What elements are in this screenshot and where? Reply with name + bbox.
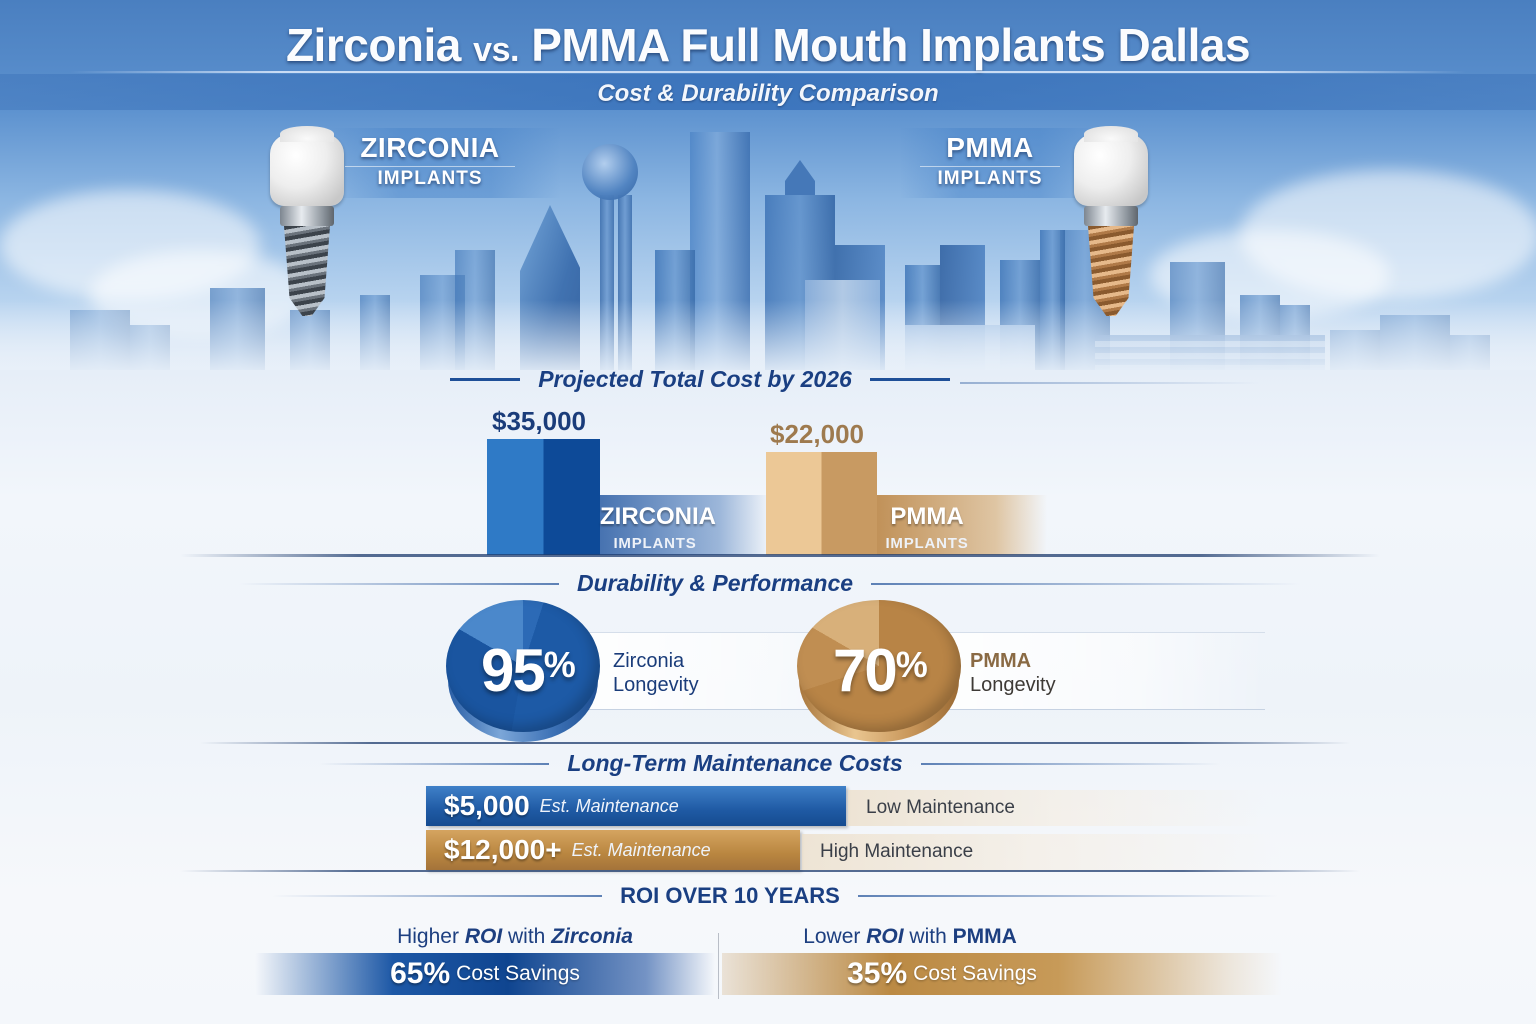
roi-section-heading: ROI OVER 10 YEARS <box>260 883 1290 909</box>
pmma-longevity-label: PMMA Longevity <box>970 650 1056 696</box>
hero-label-pmma: PMMA IMPLANTS <box>920 132 1060 190</box>
zirconia-implant-icon <box>262 126 352 324</box>
cost-section-heading: Projected Total Cost by 2026 <box>430 366 970 393</box>
pmma-longevity-pie <box>797 600 961 732</box>
page-subtitle: Cost & Durability Comparison <box>597 80 939 107</box>
pmma-maintenance-bar: $12,000+ Est. Maintenance <box>426 830 800 870</box>
zirconia-maintenance-level: Low Maintenance <box>848 790 1268 826</box>
pmma-cost-bar <box>766 452 877 555</box>
pmma-maintenance-level: High Maintenance <box>802 834 1282 870</box>
title-zirconia: Zirconia <box>285 19 461 71</box>
pmma-implant-icon <box>1066 126 1156 324</box>
cost-baseline <box>180 554 1380 557</box>
roi-divider <box>718 933 719 999</box>
pmma-cost-value: $22,000 <box>770 419 864 449</box>
zirconia-cost-bar <box>487 439 600 555</box>
pmma-longevity-value: 70% <box>833 637 928 704</box>
subtitle-band <box>0 74 1536 110</box>
title-rest: PMMA Full Mouth Implants Dallas <box>531 19 1251 71</box>
zirconia-maintenance-bar: $5,000 Est. Maintenance <box>426 786 846 826</box>
zirconia-cost-value: $35,000 <box>492 406 586 436</box>
pmma-cost-tag: PMMA IMPLANTS <box>877 495 1047 555</box>
dallas-skyline-background: ZIRCONIA IMPLANTS PMMA IMPLANTS <box>0 110 1536 370</box>
zirconia-cost-tag: ZIRCONIA IMPLANTS <box>600 495 770 555</box>
page-title: Zirconia vs. PMMA Full Mouth Implants Da… <box>0 18 1536 72</box>
maintenance-section-heading: Long-Term Maintenance Costs <box>300 750 1240 777</box>
roi-pmma-band: 35% Cost Savings <box>722 953 1282 995</box>
roi-zirconia-band: 65% Cost Savings <box>255 953 715 995</box>
roi-zirconia-heading: Higher ROI with Zirconia <box>397 925 633 948</box>
zirconia-longevity-label: Zirconia Longevity <box>613 650 699 696</box>
zirconia-longevity-pie <box>446 600 600 732</box>
durability-section-heading: Durability & Performance <box>220 570 1320 597</box>
roi-pmma-heading: Lower ROI with PMMA <box>803 925 1017 948</box>
title-divider <box>70 71 1466 73</box>
reunion-tower-ball <box>582 144 638 200</box>
zirconia-longevity-value: 95% <box>481 637 576 704</box>
title-vs: vs. <box>473 31 519 69</box>
hero-label-zirconia: ZIRCONIA IMPLANTS <box>345 132 515 190</box>
